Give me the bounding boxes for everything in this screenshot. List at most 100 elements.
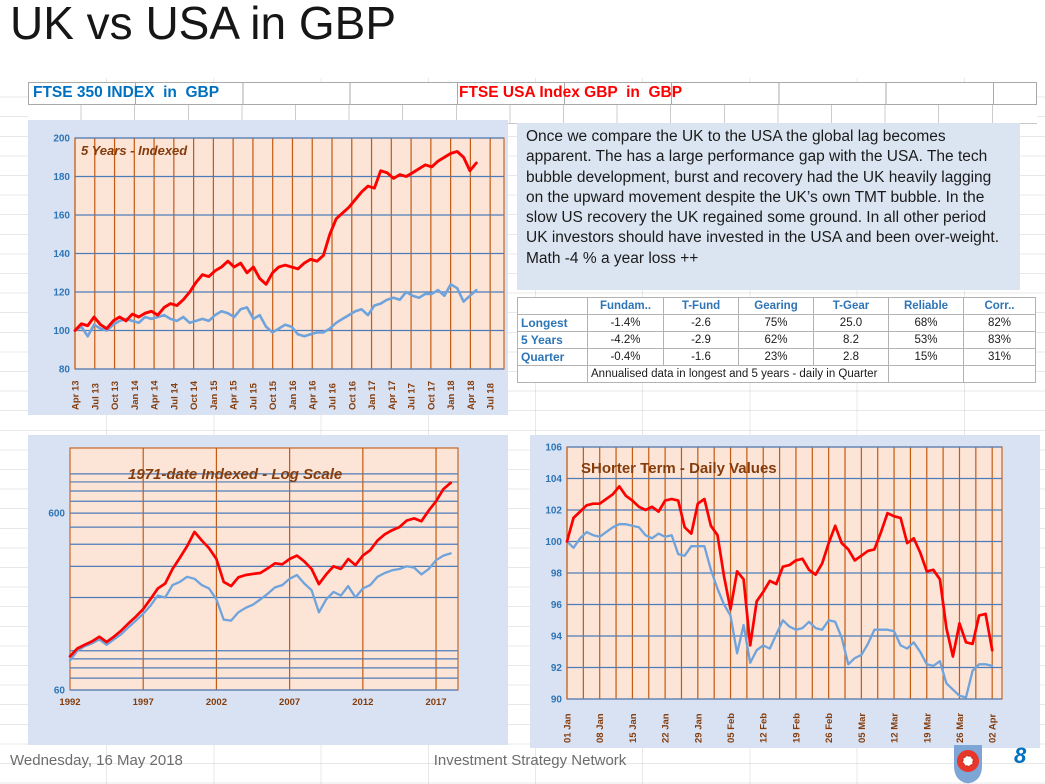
usa-index-label: FTSE USA Index GBP in GBP [459, 84, 683, 101]
svg-text:Oct 17: Oct 17 [426, 381, 437, 410]
svg-text:26 Feb: 26 Feb [824, 713, 835, 743]
svg-text:SHorter Term - Daily Values: SHorter Term - Daily Values [581, 460, 777, 477]
svg-text:Apr 13: Apr 13 [71, 380, 82, 410]
table-row: 5 Years -4.2% -2.9 62% 8.2 53% 83% [517, 331, 1036, 349]
cell-value: 75% [738, 314, 814, 332]
cell-value: -0.4% [587, 348, 664, 366]
svg-text:Oct 14: Oct 14 [189, 380, 200, 410]
svg-text:12 Mar: 12 Mar [890, 713, 901, 743]
cell-value: 62% [738, 331, 814, 349]
svg-text:Jul 17: Jul 17 [407, 383, 418, 410]
svg-text:100: 100 [545, 537, 562, 548]
svg-text:2017: 2017 [425, 697, 446, 708]
table-row: Longest -1.4% -2.6 75% 25.0 68% 82% [517, 314, 1036, 332]
uk-index-label: FTSE 350 INDEX in GBP [33, 84, 220, 101]
cell-value: 68% [888, 314, 964, 332]
table-header-tgear: T-Gear [813, 297, 889, 315]
svg-text:106: 106 [545, 443, 562, 454]
stats-table: Fundam.. T-Fund Gearing T-Gear Reliable … [517, 297, 1036, 383]
svg-text:Oct 15: Oct 15 [268, 380, 279, 410]
svg-text:08 Jan: 08 Jan [595, 713, 606, 743]
row-label-longest: Longest [517, 314, 588, 332]
commentary-text: Once we compare the UK to the USA the gl… [517, 123, 1020, 290]
svg-text:29 Jan: 29 Jan [693, 713, 704, 743]
svg-text:1971-date Indexed - Log Scale: 1971-date Indexed - Log Scale [128, 466, 342, 483]
network-shield-logo-icon [954, 745, 982, 784]
svg-text:90: 90 [551, 695, 563, 706]
svg-text:2002: 2002 [206, 697, 227, 708]
cell-blank [517, 365, 588, 383]
cell-value: 2.8 [813, 348, 889, 366]
footer-organisation: Investment Strategy Network [433, 752, 627, 769]
table-header-blank [517, 297, 588, 315]
svg-text:80: 80 [59, 365, 71, 376]
table-header-corr: Corr.. [963, 297, 1036, 315]
svg-text:160: 160 [53, 211, 70, 222]
svg-text:94: 94 [551, 632, 563, 643]
table-row: Quarter -0.4% -1.6 23% 2.8 15% 31% [517, 348, 1036, 366]
cell-value: -1.4% [587, 314, 664, 332]
svg-text:92: 92 [551, 663, 563, 674]
cell-value: 53% [888, 331, 964, 349]
svg-text:Apr 14: Apr 14 [150, 380, 161, 410]
cell-value: 15% [888, 348, 964, 366]
svg-text:98: 98 [551, 569, 563, 580]
svg-text:2007: 2007 [279, 697, 300, 708]
svg-text:02 Apr: 02 Apr [988, 713, 999, 743]
svg-text:26 Mar: 26 Mar [955, 713, 966, 743]
index-header-band: FTSE 350 INDEX in GBP FTSE USA Index GBP… [28, 82, 1037, 105]
table-header-tfund: T-Fund [663, 297, 739, 315]
cell-value: -2.6 [663, 314, 739, 332]
cell-value: -4.2% [587, 331, 664, 349]
table-footnote: Annualised data in longest and 5 years -… [587, 365, 889, 383]
svg-text:Oct 16: Oct 16 [347, 381, 358, 410]
cell-blank [963, 365, 1036, 383]
svg-text:Jul 16: Jul 16 [328, 383, 339, 410]
cell-value: 31% [963, 348, 1036, 366]
svg-text:19 Feb: 19 Feb [791, 713, 802, 743]
svg-text:5 Years - Indexed: 5 Years - Indexed [81, 143, 188, 158]
chart-5-years-indexed: 80 100 120 140 160 180 200 Apr 13 Jul 13 Oct 13 Ja… [28, 120, 508, 415]
spreadsheet-grid-row [28, 105, 1037, 124]
page-title: UK vs USA in GBP [10, 0, 411, 50]
svg-text:Apr 18: Apr 18 [466, 380, 477, 410]
svg-text:Apr 15: Apr 15 [229, 380, 240, 410]
svg-text:Jul 14: Jul 14 [169, 382, 180, 410]
svg-text:Apr 16: Apr 16 [308, 380, 319, 410]
svg-text:Jul 15: Jul 15 [248, 382, 259, 410]
chart-shorter-term-daily: 90 92 94 96 98 100 102 104 106 01 Jan 08 Jan 15 Jan… [530, 435, 1040, 748]
svg-text:1997: 1997 [133, 697, 154, 708]
svg-text:200: 200 [53, 134, 70, 145]
svg-text:19 Mar: 19 Mar [922, 713, 933, 743]
svg-text:05 Mar: 05 Mar [857, 713, 868, 743]
svg-text:Oct 13: Oct 13 [110, 381, 121, 410]
svg-text:Apr 17: Apr 17 [387, 380, 398, 410]
stats-table-header-row: Fundam.. T-Fund Gearing T-Gear Reliable … [517, 297, 1036, 315]
svg-text:2012: 2012 [352, 697, 373, 708]
svg-text:22 Jan: 22 Jan [661, 713, 672, 743]
cell-value: 25.0 [813, 314, 889, 332]
svg-text:15 Jan: 15 Jan [628, 713, 639, 743]
svg-text:Jan 18: Jan 18 [446, 380, 457, 410]
svg-text:100: 100 [53, 326, 70, 337]
svg-text:Jan 17: Jan 17 [367, 380, 378, 410]
cell-value: 83% [963, 331, 1036, 349]
svg-text:01 Jan: 01 Jan [563, 713, 574, 743]
svg-text:1992: 1992 [59, 697, 80, 708]
svg-text:140: 140 [53, 249, 70, 260]
table-footnote-row: Annualised data in longest and 5 years -… [517, 365, 1036, 383]
row-label-5years: 5 Years [517, 331, 588, 349]
svg-text:Jan 16: Jan 16 [288, 380, 299, 410]
svg-text:180: 180 [53, 172, 70, 183]
svg-text:120: 120 [53, 288, 70, 299]
table-header-fundam: Fundam.. [587, 297, 664, 315]
chart-1971-log-scale: 600 60 1992 1997 2002 2007 2012 2017 1971-date I… [28, 435, 508, 745]
svg-text:05 Feb: 05 Feb [726, 713, 737, 743]
svg-text:96: 96 [551, 600, 563, 611]
row-label-quarter: Quarter [517, 348, 588, 366]
cell-blank [888, 365, 964, 383]
slide-page-number: 8 [1014, 743, 1027, 768]
svg-text:12 Feb: 12 Feb [759, 713, 770, 743]
svg-text:Jan 14: Jan 14 [130, 380, 141, 410]
